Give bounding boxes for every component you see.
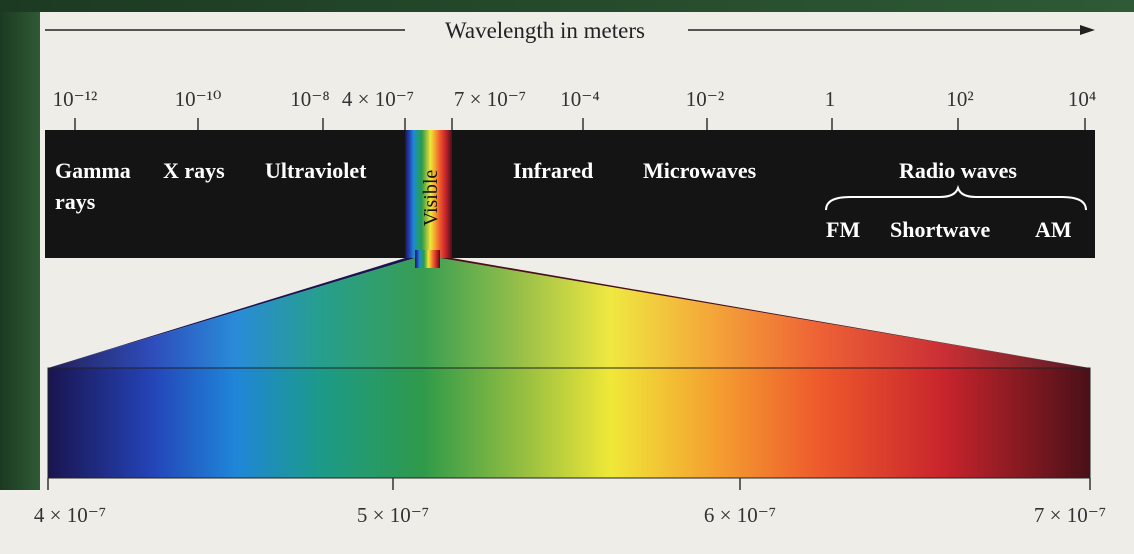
arrow-head	[1080, 25, 1095, 35]
visible-neck	[415, 250, 440, 268]
top-scale: 10⁻¹² 10⁻¹⁰ 10⁻⁸ 4 × 10⁻⁷ 7 × 10⁻⁷ 10⁻⁴ 10⁻² 1 1…	[53, 87, 1096, 130]
spectrum-band	[45, 130, 1095, 258]
tick-label: 4 × 10⁻⁷	[34, 503, 106, 527]
tick-label: 1	[825, 87, 836, 111]
band-label: Ultraviolet	[265, 158, 367, 183]
band-label: Gamma	[55, 158, 131, 183]
visible-spectrum	[47, 367, 1091, 479]
tick-label: 10²	[946, 87, 973, 111]
tick-label: 10⁻¹⁰	[175, 87, 222, 111]
brace	[825, 184, 1087, 211]
tick-label: 10⁻¹²	[53, 87, 98, 111]
band-label: rays	[55, 189, 96, 214]
band-label: X rays	[163, 158, 225, 183]
visible-scale: 4 × 10⁻⁷ 5 × 10⁻⁷ 6 × 10⁻⁷ 7 × 10⁻⁷	[34, 478, 1106, 527]
band-label: Infrared	[513, 158, 593, 183]
tick-label: 10⁻⁸	[290, 87, 329, 111]
band-label: Microwaves	[643, 158, 757, 183]
visible-funnel	[48, 258, 1090, 368]
subband-label: FM	[826, 217, 860, 242]
tick-label: 7 × 10⁻⁷	[1034, 503, 1106, 527]
tick-label: 10⁴	[1068, 87, 1096, 111]
funnel-edge	[440, 258, 1090, 368]
subband-label: Shortwave	[890, 217, 990, 242]
visible-strip	[405, 130, 452, 258]
tick-label: 10⁻²	[686, 87, 724, 111]
tick-label: 10⁻⁴	[560, 87, 599, 111]
background-strip	[0, 0, 40, 490]
band-label: Visible	[420, 170, 442, 227]
band-label: Radio waves	[899, 158, 1017, 183]
tick-label: 5 × 10⁻⁷	[357, 503, 429, 527]
title: Wavelength in meters	[445, 18, 645, 43]
tick-label: 6 × 10⁻⁷	[704, 503, 776, 527]
background-strip	[0, 0, 1134, 12]
subband-label: AM	[1035, 217, 1072, 242]
tick-label: 4 × 10⁻⁷	[342, 87, 414, 111]
tick-label: 7 × 10⁻⁷	[454, 87, 526, 111]
